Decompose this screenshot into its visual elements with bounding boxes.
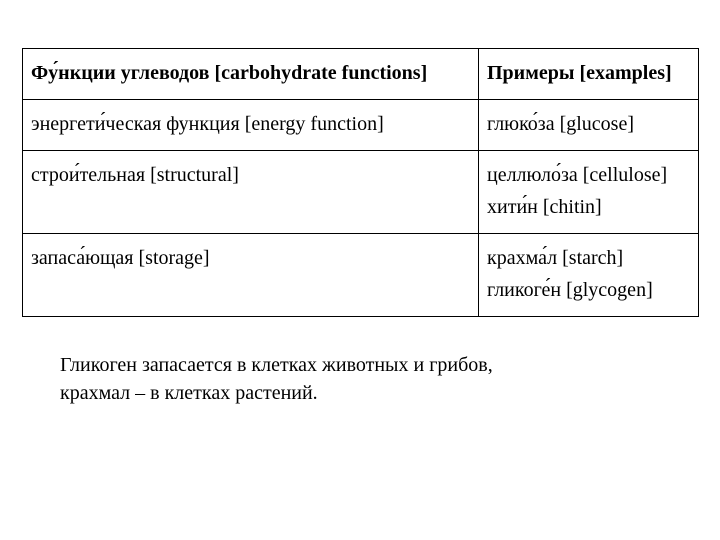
example-item: гликоге́н [glycogen] (487, 274, 690, 306)
document-page: Фу́нкции углеводов [carbohydrate functio… (0, 0, 720, 407)
header-examples: Примеры [examples] (479, 49, 699, 100)
examples-cell: глюко́за [glucose] (479, 100, 699, 151)
caption-line: Гликоген запасается в клетках животных и… (60, 354, 493, 376)
examples-cell: целлюло́за [cellulose] хити́н [chitin] (479, 151, 699, 234)
table-header-row: Фу́нкции углеводов [carbohydrate functio… (23, 49, 699, 100)
carbohydrate-functions-table: Фу́нкции углеводов [carbohydrate functio… (22, 48, 699, 317)
examples-cell: крахма́л [starch] гликоге́н [glycogen] (479, 234, 699, 317)
header-functions: Фу́нкции углеводов [carbohydrate functio… (23, 49, 479, 100)
example-item: целлюло́за [cellulose] (487, 159, 690, 191)
function-cell: запаса́ющая [storage] (23, 234, 479, 317)
table-row: энергети́ческая функция [energy function… (23, 100, 699, 151)
table-row: запаса́ющая [storage] крахма́л [starch] … (23, 234, 699, 317)
example-item: глюко́за [glucose] (487, 108, 690, 140)
example-item: хити́н [chitin] (487, 191, 690, 223)
caption-paragraph: Гликоген запасается в клетках животных и… (60, 351, 620, 407)
caption-line: крахмал – в клетках растений. (60, 382, 318, 404)
table-row: строи́тельная [structural] целлюло́за [c… (23, 151, 699, 234)
example-item: крахма́л [starch] (487, 242, 690, 274)
function-cell: строи́тельная [structural] (23, 151, 479, 234)
function-cell: энергети́ческая функция [energy function… (23, 100, 479, 151)
